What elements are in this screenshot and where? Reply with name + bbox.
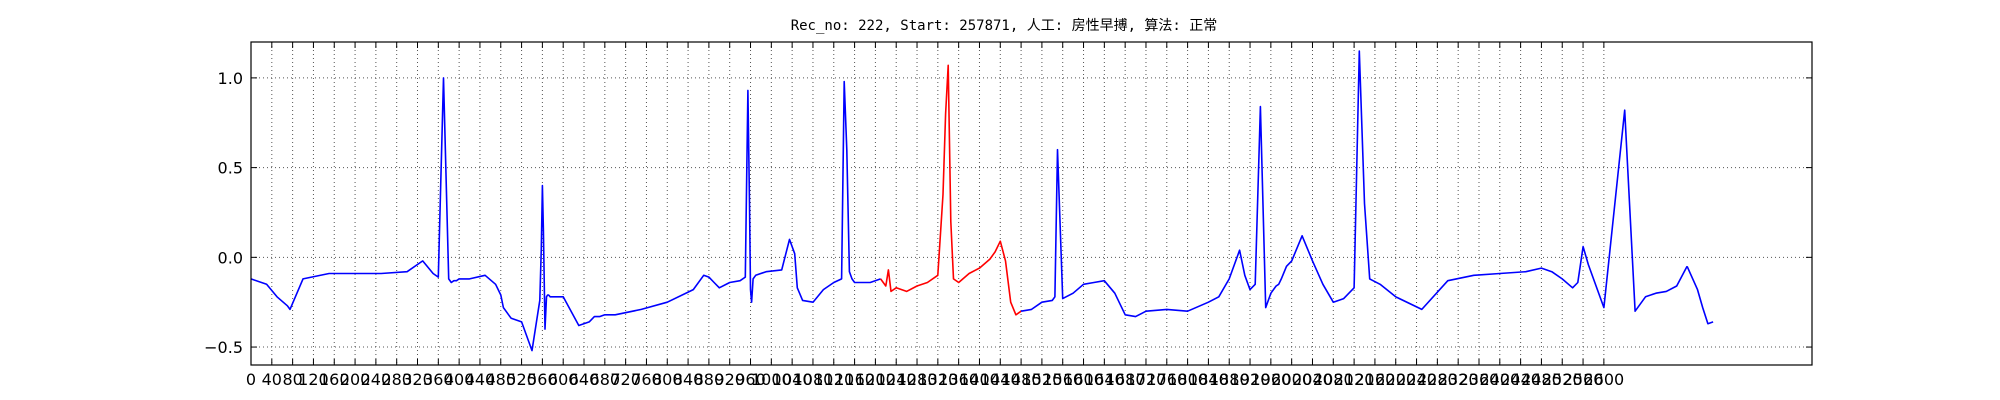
x-tick-label-5: 200 bbox=[340, 370, 371, 389]
x-tick-label-43: 1720 bbox=[1126, 370, 1167, 389]
x-tick-label-47: 1880 bbox=[1209, 370, 1250, 389]
x-tick-label-44: 1760 bbox=[1146, 370, 1187, 389]
x-tick-label-28: 1120 bbox=[813, 370, 854, 389]
x-tick-label-35: 1400 bbox=[959, 370, 1000, 389]
x-tick-label-56: 2240 bbox=[1396, 370, 1437, 389]
x-tick-label-62: 2480 bbox=[1521, 370, 1562, 389]
x-tick-label-50: 2000 bbox=[1271, 370, 1312, 389]
x-tick-label-20: 800 bbox=[652, 370, 683, 389]
x-tick-label-57: 2280 bbox=[1417, 370, 1458, 389]
x-tick-label-59: 2360 bbox=[1459, 370, 1500, 389]
x-tick-label-14: 560 bbox=[527, 370, 558, 389]
x-tick-label-32: 1280 bbox=[897, 370, 938, 389]
x-tick-label-54: 2160 bbox=[1355, 370, 1396, 389]
x-tick-label-41: 1640 bbox=[1084, 370, 1125, 389]
plot-frame bbox=[250, 41, 1813, 366]
series-layer bbox=[250, 50, 1714, 352]
x-tick-label-64: 2560 bbox=[1563, 370, 1604, 389]
x-tick-label-8: 320 bbox=[402, 370, 433, 389]
grid-layer bbox=[250, 42, 1812, 365]
x-tick-label-22: 880 bbox=[694, 370, 725, 389]
x-tick-label-26: 1040 bbox=[772, 370, 813, 389]
y-tick-label-0: −0.5 bbox=[204, 338, 243, 357]
chart-title: Rec_no: 222, Start: 257871, 人工: 房性早搏, 算法… bbox=[791, 17, 1218, 34]
x-tick-label-13: 520 bbox=[506, 370, 537, 389]
x-tick-label-11: 440 bbox=[465, 370, 496, 389]
x-tick-label-63: 2520 bbox=[1542, 370, 1583, 389]
x-tick-label-3: 120 bbox=[298, 370, 329, 389]
x-tick-label-36: 1440 bbox=[980, 370, 1021, 389]
x-tick-label-29: 1160 bbox=[834, 370, 875, 389]
series-line-1 bbox=[879, 64, 1022, 316]
x-tick-label-37: 1480 bbox=[1001, 370, 1042, 389]
x-tick-label-23: 920 bbox=[714, 370, 745, 389]
x-axis-ticks: 0 40 8012016020024028032036040044048052056… bbox=[246, 42, 1624, 389]
y-tick-label-2: 0.5 bbox=[218, 159, 243, 178]
y-axis-ticks: −0.5 0.0 0.5 1.0 bbox=[204, 69, 1812, 357]
series-line-2 bbox=[1020, 50, 1688, 318]
x-tick-label-52: 2080 bbox=[1313, 370, 1354, 389]
x-tick-label-39: 1560 bbox=[1042, 370, 1083, 389]
x-tick-label-21: 840 bbox=[673, 370, 704, 389]
x-tick-label-49: 1960 bbox=[1250, 370, 1291, 389]
x-tick-label-46: 1840 bbox=[1188, 370, 1229, 389]
x-tick-label-38: 1520 bbox=[1022, 370, 1063, 389]
x-tick-label-18: 720 bbox=[610, 370, 641, 389]
x-tick-label-30: 1200 bbox=[855, 370, 896, 389]
x-tick-label-17: 680 bbox=[590, 370, 621, 389]
x-tick-label-27: 1080 bbox=[793, 370, 834, 389]
x-tick-label-34: 1360 bbox=[938, 370, 979, 389]
x-tick-label-24: 960 bbox=[735, 370, 766, 389]
x-tick-label-1: 40 bbox=[262, 370, 282, 389]
x-tick-label-65: 2600 bbox=[1584, 370, 1625, 389]
x-tick-label-19: 760 bbox=[631, 370, 662, 389]
x-tick-label-31: 1240 bbox=[876, 370, 917, 389]
x-tick-label-6: 240 bbox=[361, 370, 392, 389]
x-tick-label-15: 600 bbox=[548, 370, 579, 389]
x-tick-label-55: 2200 bbox=[1375, 370, 1416, 389]
y-tick-label-3: 1.0 bbox=[218, 69, 243, 88]
x-tick-label-16: 640 bbox=[569, 370, 600, 389]
x-tick-label-61: 2440 bbox=[1500, 370, 1541, 389]
series-line-0 bbox=[250, 77, 881, 352]
x-tick-label-7: 280 bbox=[381, 370, 412, 389]
x-tick-label-51: 2040 bbox=[1292, 370, 1333, 389]
x-tick-label-60: 2400 bbox=[1479, 370, 1520, 389]
x-tick-label-53: 2120 bbox=[1334, 370, 1375, 389]
x-tick-label-2: 80 bbox=[282, 370, 302, 389]
y-tick-label-1: 0.0 bbox=[218, 248, 243, 267]
series-line-3 bbox=[1686, 265, 1714, 325]
x-tick-label-45: 1800 bbox=[1167, 370, 1208, 389]
x-tick-label-42: 1680 bbox=[1105, 370, 1146, 389]
x-tick-label-33: 1320 bbox=[917, 370, 958, 389]
x-tick-label-0: 0 bbox=[246, 370, 256, 389]
x-tick-label-4: 160 bbox=[319, 370, 350, 389]
x-tick-label-58: 2320 bbox=[1438, 370, 1479, 389]
x-tick-label-10: 400 bbox=[444, 370, 475, 389]
x-tick-label-12: 480 bbox=[485, 370, 516, 389]
x-tick-label-48: 1920 bbox=[1230, 370, 1271, 389]
x-tick-label-25: 1000 bbox=[751, 370, 792, 389]
x-tick-label-9: 360 bbox=[423, 370, 454, 389]
x-tick-label-40: 1600 bbox=[1063, 370, 1104, 389]
